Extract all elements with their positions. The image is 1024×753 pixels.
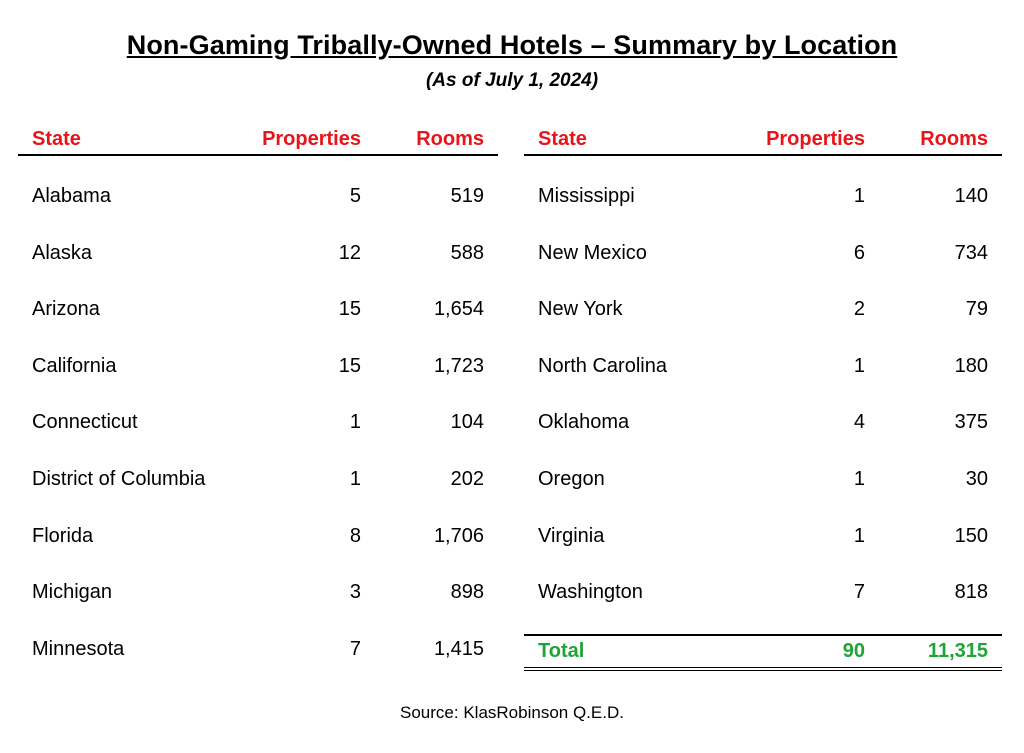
table-row: Mississippi 1 140 [524, 185, 1002, 242]
state-cell: Oklahoma [538, 411, 630, 434]
rooms-cell: 734 [954, 241, 988, 264]
properties-cell: 15 [338, 298, 361, 321]
left-table: State Properties Rooms Alabama 5 519 Ala… [18, 128, 498, 694]
properties-cell: 1 [853, 185, 865, 207]
rooms-cell: 818 [954, 581, 988, 604]
state-cell: Michigan [32, 581, 113, 604]
state-cell: Alaska [32, 241, 93, 264]
rooms-cell: 1,706 [433, 524, 484, 547]
properties-cell: 1 [349, 467, 361, 490]
state-cell: Florida [32, 524, 94, 547]
state-cell: North Carolina [538, 354, 667, 377]
properties-cell: 8 [349, 524, 361, 547]
header-properties: Properties [262, 128, 361, 150]
page-subtitle: (As of July 1, 2024) [425, 70, 599, 91]
right-rows: Mississippi 1 140 New Mexico 6 734 New Y… [524, 185, 1002, 638]
table-row: District of Columbia 1 202 [18, 468, 498, 525]
rooms-cell: 1,415 [433, 637, 484, 660]
header-rooms: Rooms [920, 128, 988, 150]
state-cell: New Mexico [538, 241, 647, 264]
table-row: Alabama 5 519 [18, 185, 498, 242]
properties-cell: 7 [853, 581, 865, 604]
table-header: State Properties Rooms [18, 128, 498, 156]
table-row: Minnesota 7 1,415 [18, 638, 498, 695]
state-cell: California [32, 354, 117, 377]
table-row: Washington 7 818 [524, 581, 1002, 638]
total-label: Total [538, 640, 585, 662]
rooms-cell: 898 [450, 581, 484, 604]
rooms-cell: 104 [450, 411, 484, 434]
properties-cell: 2 [853, 298, 865, 321]
properties-cell: 7 [349, 637, 361, 660]
properties-cell: 1 [349, 411, 361, 434]
rooms-cell: 150 [954, 524, 988, 547]
source-note: Source: KlasRobinson Q.E.D. [400, 703, 624, 722]
table-row: Arizona 15 1,654 [18, 298, 498, 355]
rooms-cell: 30 [965, 467, 988, 490]
total-row: Total 90 11,315 [524, 634, 1002, 671]
left-rows: Alabama 5 519 Alaska 12 588 Arizona 15 1… [18, 185, 498, 694]
rooms-cell: 140 [954, 185, 988, 207]
properties-cell: 4 [853, 411, 865, 434]
table-row: New York 2 79 [524, 298, 1002, 355]
properties-cell: 5 [349, 185, 361, 207]
rooms-cell: 1,654 [433, 298, 484, 321]
state-cell: Mississippi [538, 185, 635, 207]
table-row: Oregon 1 30 [524, 468, 1002, 525]
state-cell: Connecticut [32, 411, 138, 434]
state-cell: Oregon [538, 467, 605, 490]
page-title: Non-Gaming Tribally-Owned Hotels – Summa… [126, 30, 898, 60]
table-row: Michigan 3 898 [18, 581, 498, 638]
properties-cell: 6 [853, 241, 865, 264]
state-cell: Arizona [32, 298, 100, 321]
properties-cell: 1 [853, 467, 865, 490]
properties-cell: 1 [853, 354, 865, 377]
right-table: State Properties Rooms Mississippi 1 140… [524, 128, 1002, 671]
properties-cell: 12 [338, 241, 361, 264]
rooms-cell: 1,723 [433, 354, 484, 377]
table-row: Virginia 1 150 [524, 525, 1002, 582]
table-row: Alaska 12 588 [18, 242, 498, 299]
rooms-cell: 79 [965, 298, 988, 321]
table-row: Connecticut 1 104 [18, 411, 498, 468]
state-cell: Minnesota [32, 637, 125, 660]
table-header: State Properties Rooms [524, 128, 1002, 156]
state-cell: New York [538, 298, 623, 321]
properties-cell: 15 [338, 354, 361, 377]
total-properties: 90 [842, 640, 865, 662]
rooms-cell: 588 [450, 241, 484, 264]
total-rooms: 11,315 [927, 640, 988, 662]
properties-cell: 1 [853, 524, 865, 547]
table-row: New Mexico 6 734 [524, 242, 1002, 299]
table-row: North Carolina 1 180 [524, 355, 1002, 412]
state-cell: Alabama [32, 185, 111, 207]
properties-cell: 3 [349, 581, 361, 604]
rooms-cell: 180 [954, 354, 988, 377]
header-rooms: Rooms [416, 128, 484, 150]
header-properties: Properties [766, 128, 865, 150]
state-cell: Washington [538, 581, 643, 604]
table-row: Oklahoma 4 375 [524, 411, 1002, 468]
rooms-cell: 202 [450, 467, 484, 490]
table-row: Florida 8 1,706 [18, 525, 498, 582]
state-cell: District of Columbia [32, 467, 206, 490]
table-row: California 15 1,723 [18, 355, 498, 412]
header-state: State [538, 128, 587, 150]
state-cell: Virginia [538, 524, 605, 547]
rooms-cell: 375 [954, 411, 988, 434]
rooms-cell: 519 [450, 185, 484, 207]
header-state: State [32, 128, 81, 150]
